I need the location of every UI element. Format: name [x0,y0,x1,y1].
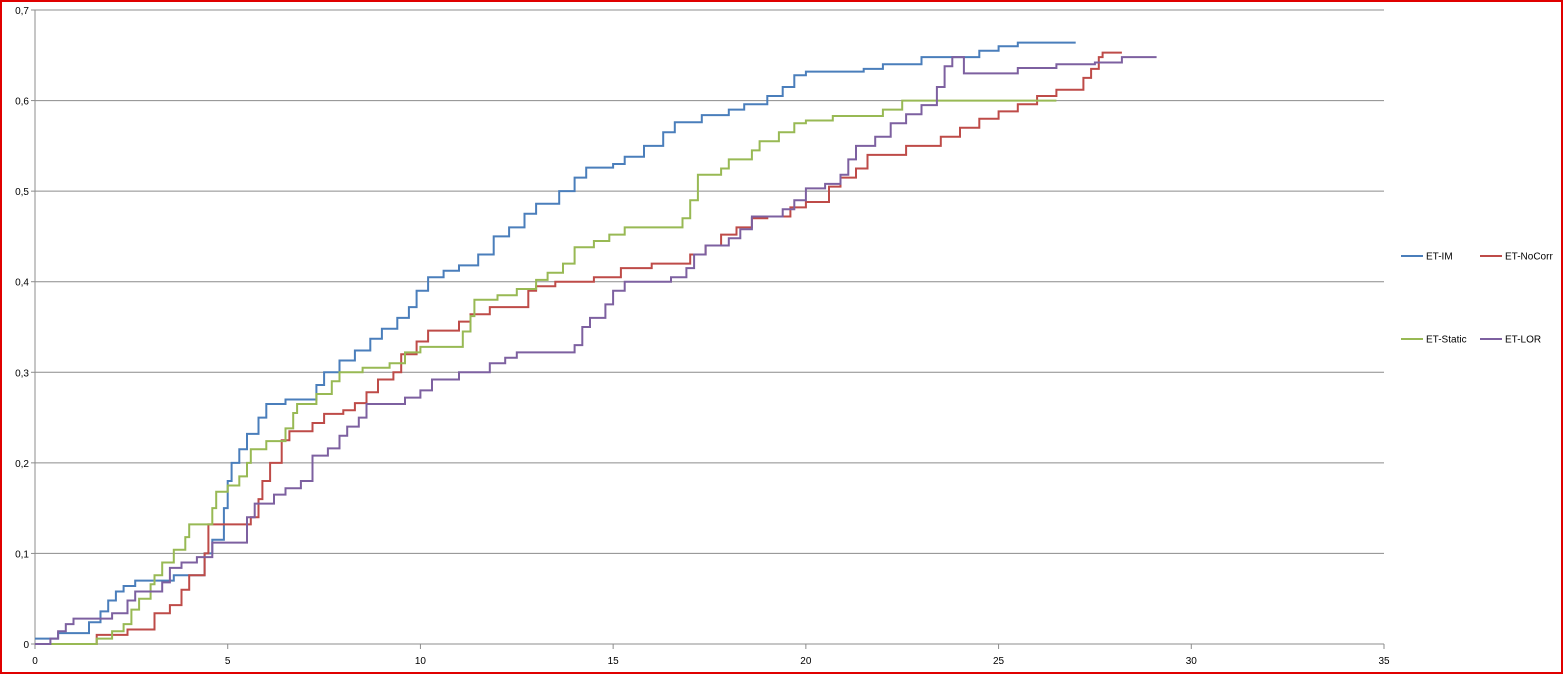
series-line-et-static [35,99,1057,645]
legend-label: ET-IM [1426,252,1453,263]
legend-label: ET-NoCorr [1505,252,1553,263]
y-tick-label: 0,6 [15,97,29,108]
x-tick-label: 20 [800,656,812,667]
series-line-et-nocorr [35,51,1122,645]
series-line-et-im [35,41,1076,640]
x-tick-label: 35 [1378,656,1390,667]
x-tick-label: 30 [1186,656,1198,667]
x-tick-label: 5 [225,656,231,667]
x-tick-label: 15 [608,656,620,667]
y-tick-label: 0,2 [15,459,29,470]
y-tick-label: 0,4 [15,278,29,289]
x-tick-label: 25 [993,656,1005,667]
legend-label: ET-LOR [1505,335,1541,346]
y-tick-label: 0,5 [15,187,29,198]
x-tick-label: 10 [415,656,427,667]
y-tick-label: 0 [23,640,29,651]
x-tick-label: 0 [32,656,38,667]
legend-label: ET-Static [1426,335,1467,346]
y-tick-label: 0,1 [15,549,29,560]
y-tick-label: 0,7 [15,6,29,17]
series-line-et-lor [35,56,1157,645]
y-tick-label: 0,3 [15,368,29,379]
